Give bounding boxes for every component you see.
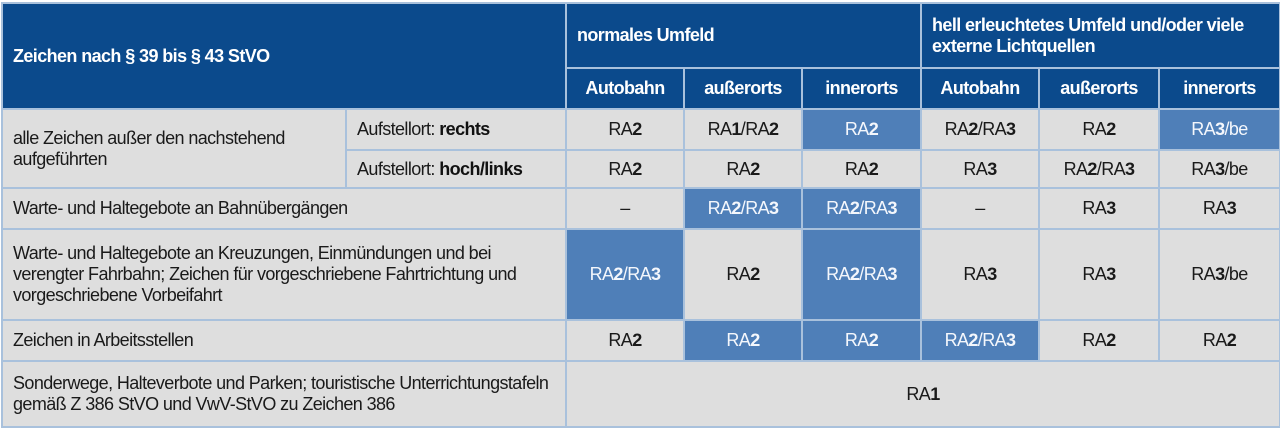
value-cell: RA2 — [683, 149, 804, 189]
value-cell: RA1/RA2 — [683, 108, 804, 151]
value-cell: RA3/be — [1158, 228, 1280, 321]
table-body: alle Zeichen außer den nachstehend aufge… — [0, 108, 1280, 428]
value-cell: RA1 — [565, 360, 1280, 428]
value-cell: RA2 — [801, 108, 923, 151]
row-label: Warte- und Haltegebote an Kreuzungen, Ei… — [0, 228, 568, 321]
value-cell: RA2/RA3 — [565, 228, 686, 321]
value-cell: RA3 — [1158, 187, 1280, 230]
col-header-ausserorts: außerorts — [1038, 67, 1161, 110]
value-cell: RA2/RA3 — [1038, 149, 1161, 189]
value-cell: RA2/RA3 — [683, 187, 804, 230]
value-cell: RA2 — [683, 319, 804, 362]
value-cell: RA2 — [1158, 319, 1280, 362]
sublabel-value: hoch/links — [439, 158, 523, 179]
value-cell: RA2 — [683, 228, 804, 321]
value-cell: RA2 — [1038, 319, 1161, 362]
row-sublabel: Aufstellort: hoch/links — [344, 149, 568, 189]
value-cell: RA2 — [565, 319, 686, 362]
row-label: Sonderwege, Halteverbote und Parken; tou… — [0, 360, 568, 428]
table-title: Zeichen nach § 39 bis § 43 StVO — [0, 2, 568, 110]
table-row: Warte- und Haltegebote an Kreuzungen, Ei… — [0, 228, 1280, 321]
value-cell: RA3/be — [1158, 108, 1280, 151]
value-cell: RA2/RA3 — [920, 319, 1041, 362]
value-cell: – — [565, 187, 686, 230]
table-row: Aufstellort: hoch/links RA2 RA2 RA2 RA3 RA2/R… — [2, 149, 1280, 189]
table-row: Sonderwege, Halteverbote und Parken; tou… — [0, 360, 1280, 428]
group-header-normal: normales Umfeld — [565, 2, 923, 69]
value-cell: RA3 — [1038, 187, 1161, 230]
value-cell: RA2 — [801, 319, 923, 362]
sublabel-prefix: Aufstellort: — [357, 158, 440, 179]
sublabel-prefix: Aufstellort: — [357, 119, 440, 139]
table-row: Warte- und Haltegebote an Bahnübergängen… — [0, 187, 1280, 230]
sublabel-value: rechts — [439, 119, 490, 139]
value-cell: RA2/RA3 — [801, 228, 923, 321]
table-row: alle Zeichen außer den nachstehend aufge… — [1, 108, 1280, 189]
row-sublabel: Aufstellort: rechts — [344, 108, 568, 151]
col-header-autobahn: Autobahn — [565, 67, 686, 110]
value-cell: RA2 — [801, 149, 923, 189]
value-cell: RA2 — [1038, 108, 1161, 151]
group-header-bright: hell erleuchtetes Umfeld und/oder viele … — [920, 2, 1280, 69]
value-cell: RA2/RA3 — [801, 187, 923, 230]
value-cell: RA2 — [565, 108, 686, 151]
value-cell: RA3 — [1038, 228, 1161, 321]
value-cell: RA3/be — [1158, 149, 1280, 189]
row-label: Zeichen in Arbeitsstellen — [0, 319, 568, 362]
value-cell: RA3 — [920, 228, 1041, 321]
value-cell: RA3 — [920, 149, 1041, 189]
row-label: Warte- und Haltegebote an Bahnübergängen — [0, 187, 568, 230]
value-cell: RA2/RA3 — [920, 108, 1041, 151]
col-header-innerorts: innerorts — [1158, 67, 1280, 110]
row-label: alle Zeichen außer den nachstehend aufge… — [1, 108, 347, 189]
value-cell: RA2 — [565, 149, 686, 189]
col-header-innerorts: innerorts — [801, 67, 923, 110]
col-header-autobahn: Autobahn — [920, 67, 1041, 110]
value-cell: – — [920, 187, 1041, 230]
col-header-ausserorts: außerorts — [683, 67, 804, 110]
table-row: Zeichen in Arbeitsstellen RA2 RA2 RA2 RA2/RA… — [0, 319, 1280, 362]
